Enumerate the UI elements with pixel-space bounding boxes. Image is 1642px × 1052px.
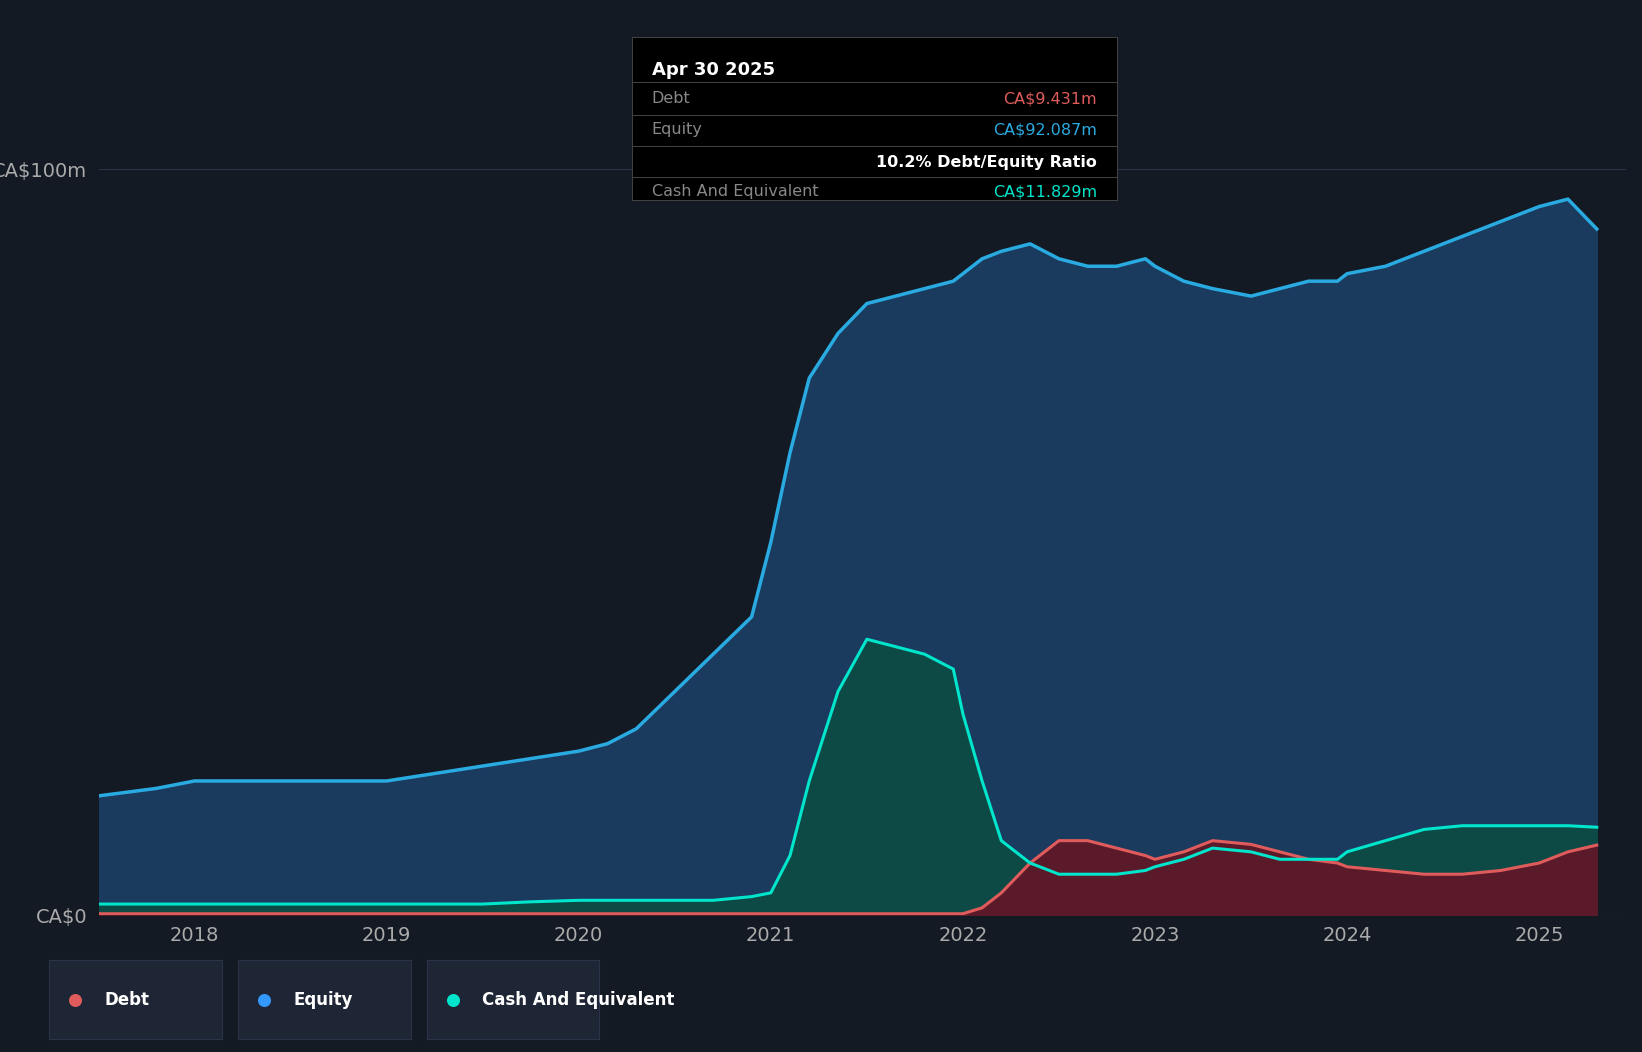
Text: 10.2% Debt/Equity Ratio: 10.2% Debt/Equity Ratio bbox=[877, 155, 1097, 169]
Text: Apr 30 2025: Apr 30 2025 bbox=[652, 61, 775, 79]
Text: CA$11.829m: CA$11.829m bbox=[993, 184, 1097, 199]
Point bbox=[62, 991, 89, 1008]
Text: Equity: Equity bbox=[652, 122, 703, 137]
Point bbox=[251, 991, 277, 1008]
Text: Cash And Equivalent: Cash And Equivalent bbox=[483, 991, 675, 1009]
Text: Debt: Debt bbox=[652, 92, 690, 106]
Point bbox=[440, 991, 466, 1008]
Text: CA$92.087m: CA$92.087m bbox=[993, 122, 1097, 137]
Text: Equity: Equity bbox=[294, 991, 353, 1009]
Text: CA$9.431m: CA$9.431m bbox=[1003, 92, 1097, 106]
Text: Debt: Debt bbox=[105, 991, 149, 1009]
Text: Cash And Equivalent: Cash And Equivalent bbox=[652, 184, 818, 199]
